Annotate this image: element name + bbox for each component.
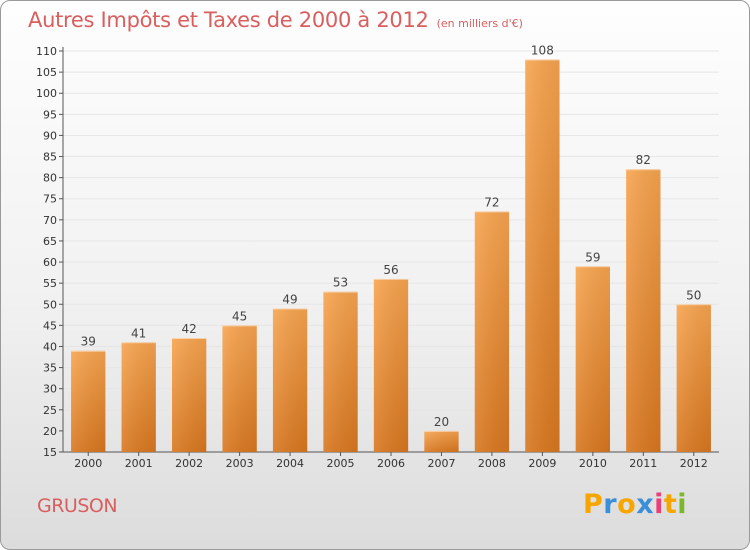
bar-shade bbox=[171, 338, 207, 452]
data-label: 72 bbox=[484, 195, 499, 209]
x-tick-label: 2009 bbox=[528, 457, 556, 470]
x-tick-label: 2006 bbox=[377, 457, 405, 470]
bar-shade bbox=[474, 211, 510, 452]
logo-letter: i bbox=[677, 489, 688, 520]
y-tick-label: 30 bbox=[43, 383, 57, 396]
y-tick-label: 70 bbox=[43, 214, 57, 227]
y-tick-label: 80 bbox=[43, 172, 57, 185]
y-tick-label: 65 bbox=[43, 235, 57, 248]
y-tick-label: 35 bbox=[43, 362, 57, 375]
y-tick-label: 100 bbox=[36, 87, 57, 100]
bar-shade bbox=[121, 342, 156, 452]
y-tick-label: 40 bbox=[43, 340, 57, 353]
y-tick-label: 95 bbox=[43, 108, 57, 121]
x-tick-label: 2012 bbox=[680, 457, 708, 470]
place-name: GRUSON bbox=[37, 495, 118, 517]
logo-letter: i bbox=[654, 489, 664, 520]
y-tick-label: 50 bbox=[43, 298, 57, 311]
bar-shade bbox=[575, 266, 611, 452]
data-label: 82 bbox=[636, 153, 651, 167]
logo-letter: x bbox=[636, 489, 655, 520]
y-tick-label: 105 bbox=[36, 66, 57, 79]
bar-shade bbox=[626, 169, 661, 453]
x-tick-label: 2010 bbox=[579, 457, 607, 470]
bar-shade bbox=[272, 308, 308, 452]
y-tick-label: 110 bbox=[36, 45, 57, 58]
bar-shade bbox=[71, 350, 106, 452]
data-label: 45 bbox=[232, 309, 247, 323]
y-tick-label: 45 bbox=[43, 319, 57, 332]
y-tick-label: 20 bbox=[43, 425, 57, 438]
x-tick-label: 2000 bbox=[74, 457, 102, 470]
data-label: 20 bbox=[434, 415, 449, 429]
chart-subtitle: (en milliers d'€) bbox=[436, 17, 523, 30]
y-tick-label: 90 bbox=[43, 129, 57, 142]
data-label: 56 bbox=[383, 263, 398, 277]
x-tick-label: 2005 bbox=[327, 457, 355, 470]
logo-letter: t bbox=[663, 489, 678, 520]
data-label: 108 bbox=[531, 43, 554, 57]
chart-title-block: Autres Impôts et Taxes de 2000 à 2012 (en… bbox=[28, 8, 523, 32]
data-label: 59 bbox=[585, 250, 600, 264]
x-tick-label: 2008 bbox=[478, 457, 506, 470]
x-tick-label: 2002 bbox=[175, 457, 203, 470]
bar-shade bbox=[222, 325, 257, 452]
data-label: 50 bbox=[686, 288, 701, 302]
x-tick-label: 2001 bbox=[125, 457, 153, 470]
y-tick-label: 55 bbox=[43, 277, 57, 290]
y-tick-label: 75 bbox=[43, 193, 57, 206]
data-label: 42 bbox=[182, 322, 197, 336]
data-label: 49 bbox=[282, 292, 297, 306]
bar-shade bbox=[424, 430, 459, 452]
logo-letter: r bbox=[603, 489, 618, 520]
data-label: 39 bbox=[81, 335, 96, 349]
logo-letter: o bbox=[617, 489, 637, 520]
y-tick-label: 85 bbox=[43, 151, 57, 164]
y-tick-label: 60 bbox=[43, 256, 57, 269]
logo-letter: P bbox=[583, 489, 604, 520]
chart-title: Autres Impôts et Taxes de 2000 à 2012 bbox=[28, 8, 429, 32]
data-label: 53 bbox=[333, 276, 348, 290]
bar-shade bbox=[373, 278, 409, 452]
x-tick-label: 2003 bbox=[226, 457, 254, 470]
x-tick-label: 2004 bbox=[276, 457, 304, 470]
bar-shade bbox=[323, 291, 358, 452]
proxiti-logo: Proxiti bbox=[583, 489, 687, 520]
y-tick-label: 25 bbox=[43, 404, 57, 417]
bar-shade bbox=[525, 59, 560, 452]
y-tick-label: 15 bbox=[43, 446, 57, 459]
x-tick-label: 2007 bbox=[427, 457, 455, 470]
x-tick-label: 2011 bbox=[629, 457, 657, 470]
bar-shade bbox=[676, 304, 711, 452]
data-label: 41 bbox=[131, 326, 146, 340]
